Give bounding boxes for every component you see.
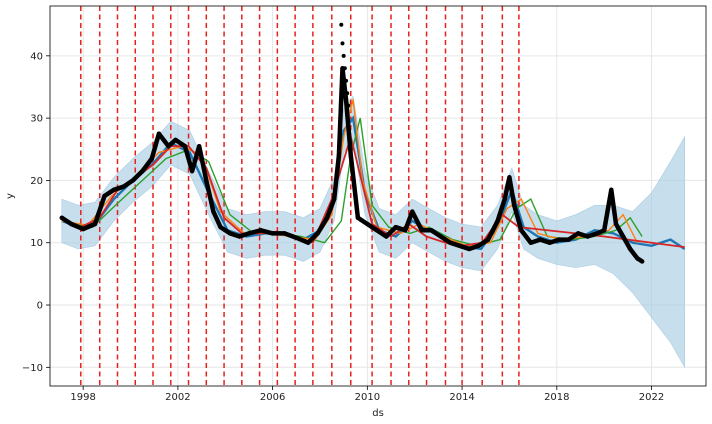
observed-point <box>92 221 98 227</box>
observed-point <box>339 22 344 27</box>
x-tick-label: 2002 <box>165 392 190 403</box>
y-tick-label: 20 <box>30 176 43 187</box>
observed-point <box>628 246 633 252</box>
y-tick-label: 30 <box>30 114 43 125</box>
observed-point <box>502 196 507 202</box>
observed-point <box>246 231 252 236</box>
observed-point <box>196 143 202 149</box>
observed-point <box>342 66 347 71</box>
observed-point <box>149 156 155 161</box>
x-tick-label: 2010 <box>355 392 380 403</box>
observed-point <box>336 153 342 158</box>
observed-point <box>340 41 345 46</box>
observed-point <box>341 53 346 58</box>
observed-point <box>324 215 330 221</box>
observed-point <box>140 168 145 174</box>
observed-point <box>601 228 607 233</box>
observed-point <box>237 234 242 239</box>
observed-point <box>495 218 500 224</box>
observed-point <box>393 224 398 230</box>
observed-point <box>130 178 136 183</box>
observed-point <box>476 243 481 249</box>
observed-point <box>346 103 351 108</box>
x-tick-label: 2018 <box>544 392 569 403</box>
observed-point <box>419 228 425 233</box>
observed-point <box>305 240 311 245</box>
uncertainty-band <box>61 95 685 369</box>
observed-point <box>585 234 590 239</box>
y-tick-label: 40 <box>30 51 43 62</box>
uncertainty-band-layer <box>61 95 685 369</box>
grid <box>50 6 706 386</box>
observed-point <box>80 226 86 232</box>
observed-point <box>511 203 517 208</box>
observed-point <box>438 234 443 239</box>
observed-point <box>282 231 287 236</box>
observed-point <box>538 237 543 242</box>
observed-point <box>528 240 533 245</box>
x-tick-label: 2022 <box>639 392 664 403</box>
observed-point <box>218 224 223 230</box>
observed-point <box>270 231 275 236</box>
observed-point <box>345 91 350 96</box>
x-tick-label: 2006 <box>260 392 285 403</box>
observed-point <box>556 237 562 242</box>
observed-point <box>485 237 491 242</box>
observed-point <box>403 228 408 233</box>
observed-point <box>635 256 640 261</box>
observed-point <box>121 184 126 189</box>
y-axis-label: y <box>5 193 16 199</box>
observed-point <box>374 228 380 233</box>
observed-point <box>448 240 453 245</box>
observed-point <box>294 235 299 240</box>
observed-point <box>613 221 619 227</box>
observed-point <box>166 143 171 149</box>
observed-points-layer <box>59 22 645 264</box>
observed-point <box>457 243 462 249</box>
observed-point <box>344 78 349 83</box>
y-tick-label: 10 <box>30 238 43 249</box>
observed-point <box>410 209 415 214</box>
x-axis-label: ds <box>372 408 384 419</box>
observed-point <box>365 221 370 227</box>
changepoint-layer <box>80 6 520 386</box>
observed-point <box>156 131 162 136</box>
observed-point <box>258 228 263 233</box>
observed-point <box>566 237 571 242</box>
observed-point <box>315 231 320 236</box>
observed-point <box>227 231 233 236</box>
observed-point <box>594 231 600 236</box>
x-tick-label: 1998 <box>70 392 95 403</box>
observed-point <box>466 246 472 252</box>
observed-point <box>348 153 353 158</box>
observed-point <box>59 215 65 221</box>
observed-point <box>384 234 389 239</box>
observed-point <box>211 209 216 214</box>
observed-point <box>189 168 195 174</box>
y-tick-label: 0 <box>37 301 43 312</box>
observed-point <box>429 228 434 233</box>
observed-point <box>547 240 552 245</box>
orange-line <box>61 99 638 247</box>
observed-point <box>609 187 614 192</box>
observed-point <box>620 234 626 239</box>
observed-point <box>507 175 512 180</box>
y-tick-label: −10 <box>22 363 43 374</box>
plot-frame <box>49 5 707 387</box>
axes: 1998 2002 2006 2010 2014 2018 2022 −10 0 10 20 30 40 <box>22 51 664 403</box>
observed-point <box>519 228 524 233</box>
observed-point <box>331 196 337 202</box>
observed-point <box>575 231 581 236</box>
observed-point <box>204 178 209 183</box>
x-tick-label: 2014 <box>449 392 474 403</box>
observed-point <box>102 193 107 199</box>
observed-point <box>343 97 349 102</box>
observed-point <box>355 215 361 221</box>
observed-point <box>69 221 74 227</box>
observed-point <box>111 187 117 192</box>
observed-point <box>182 143 188 149</box>
observed-point <box>639 259 645 264</box>
observed-point <box>173 137 178 143</box>
